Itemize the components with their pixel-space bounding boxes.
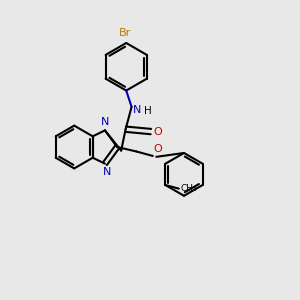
Text: O: O [153,127,162,136]
Text: H: H [144,106,152,116]
Text: Br: Br [118,28,131,38]
Text: N: N [101,117,110,127]
Text: N: N [133,105,141,116]
Text: N: N [103,167,112,177]
Text: CH₃: CH₃ [180,184,197,193]
Text: O: O [154,145,162,154]
